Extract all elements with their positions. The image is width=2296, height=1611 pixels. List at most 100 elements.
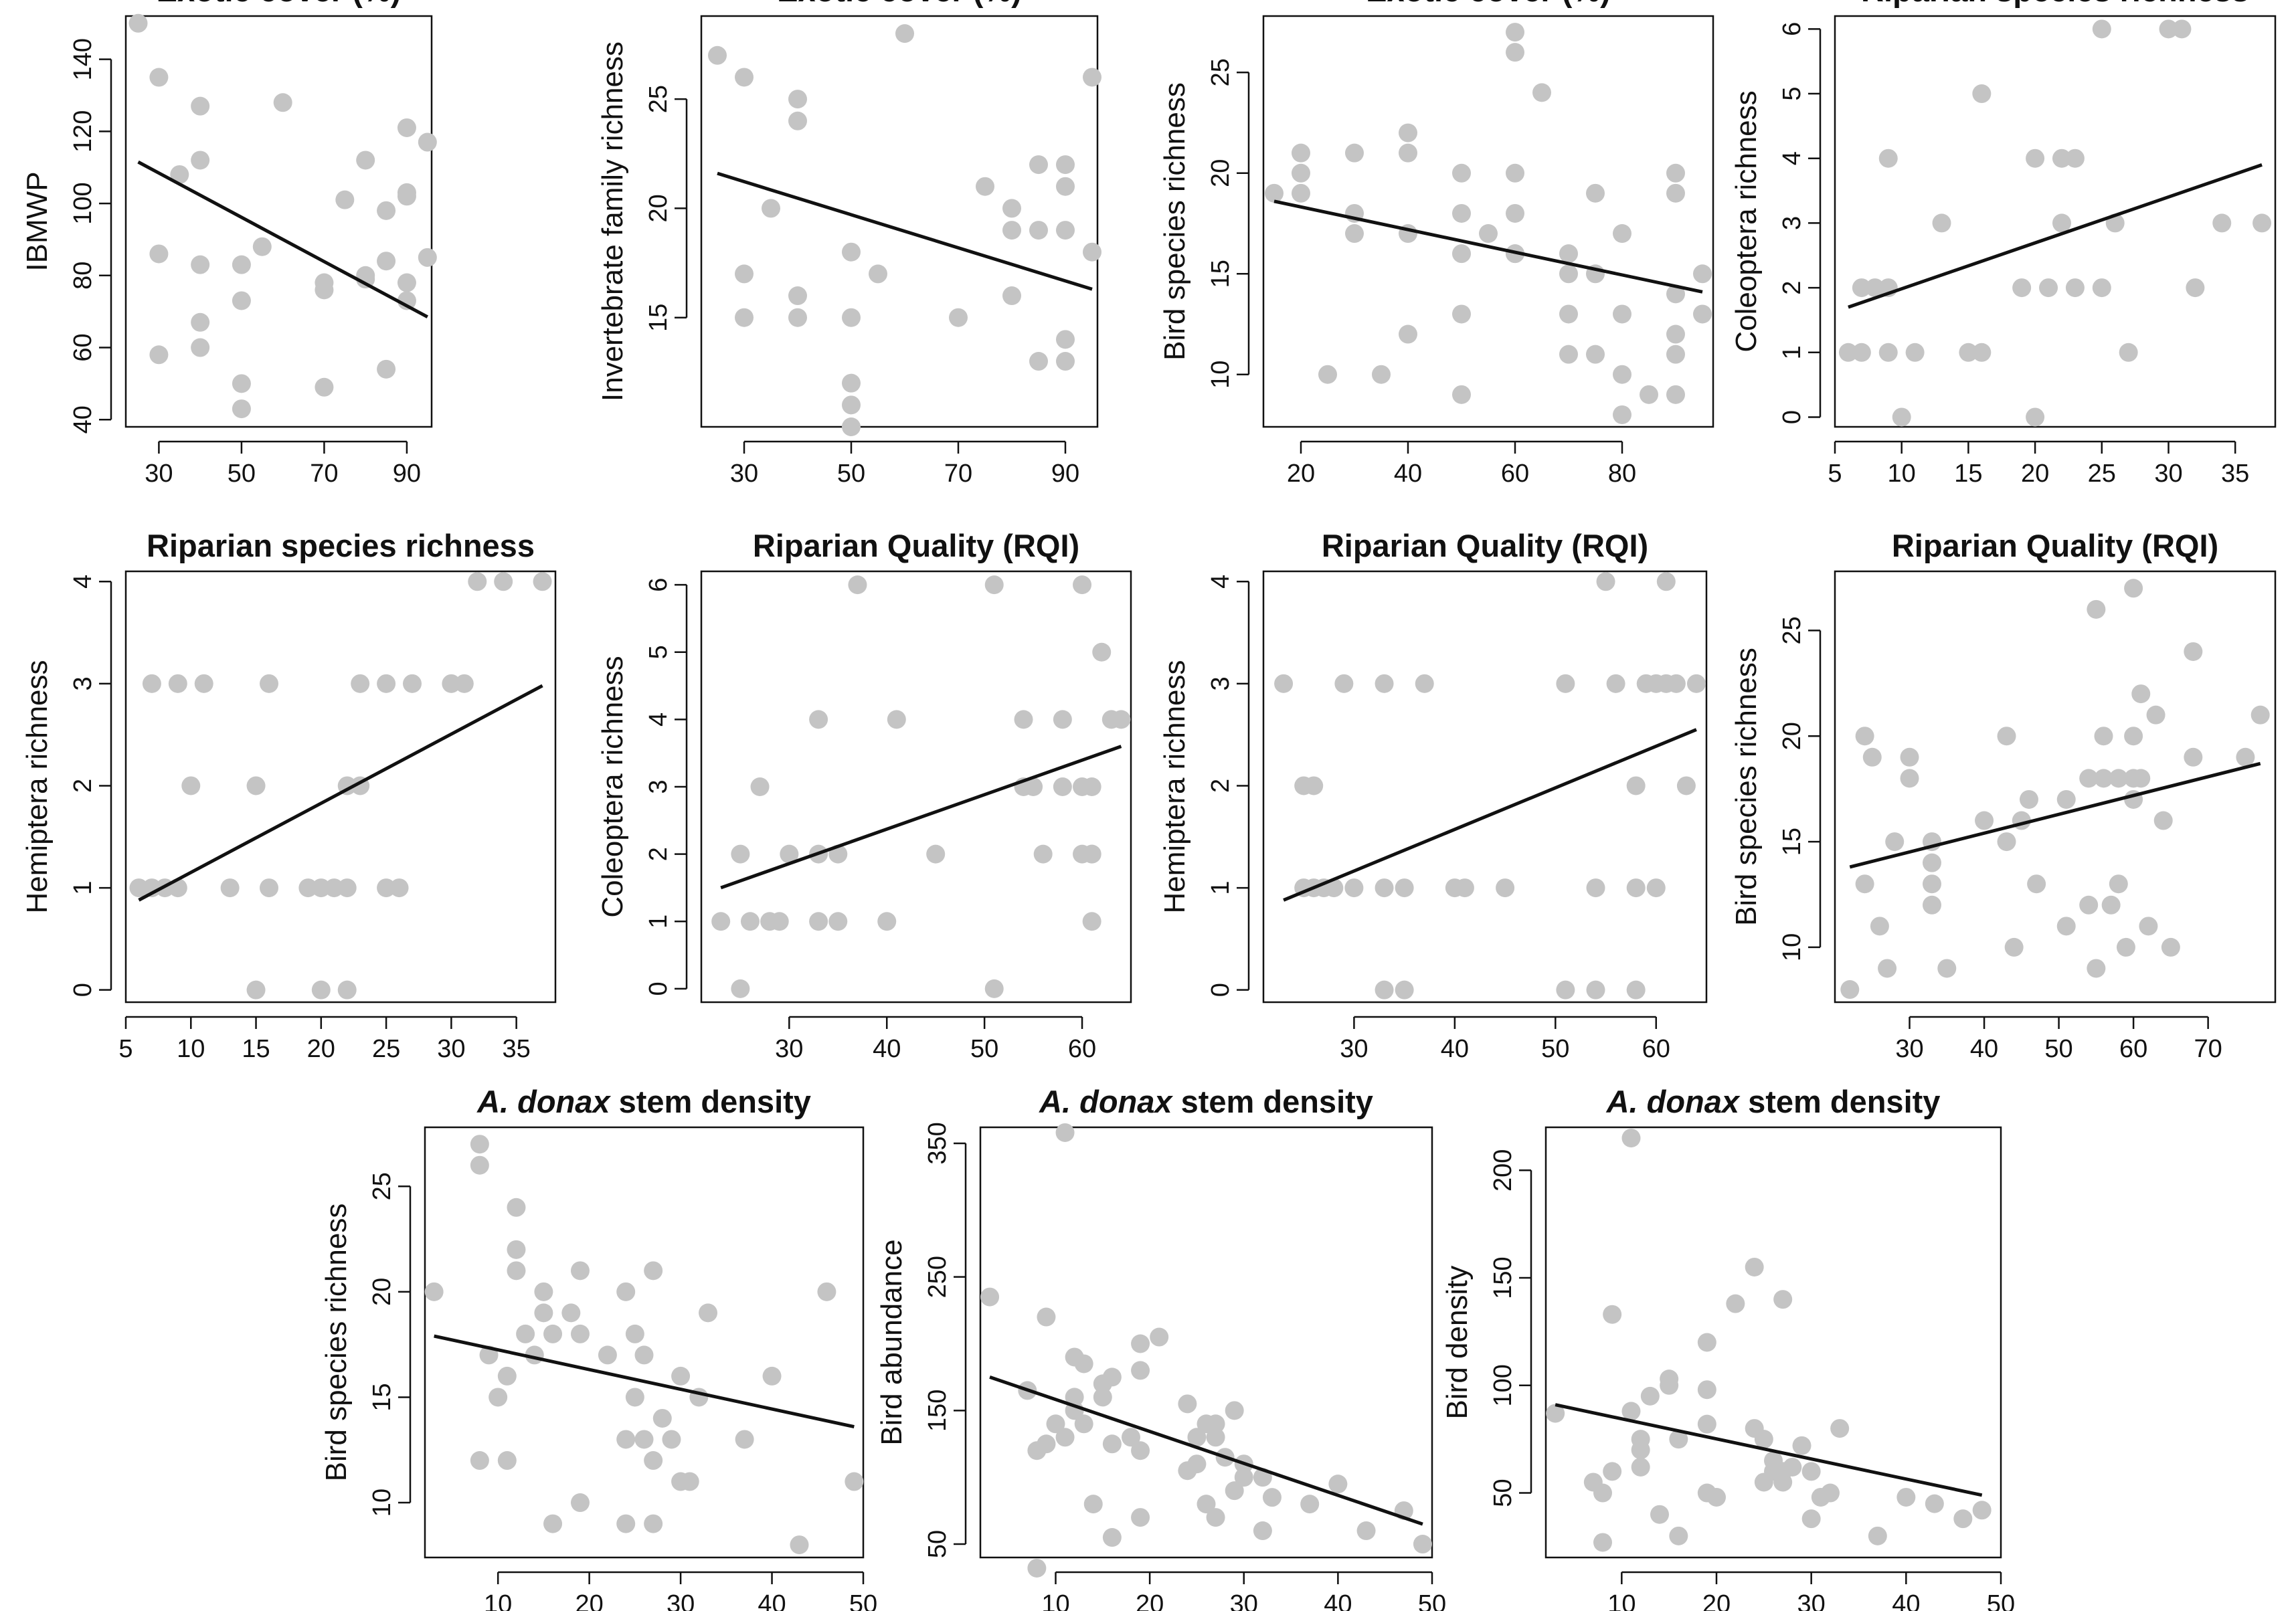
panel-donax-vs-bird-richness-x-tick-label: 50 [849, 1590, 877, 1611]
panel-donax-vs-bird-abundance-x-tick-label: 50 [1418, 1590, 1446, 1611]
panel-exotic-vs-invertebrate-point [842, 395, 861, 415]
panel-exotic-vs-bird-richness-point [1372, 365, 1391, 384]
panel-donax-vs-bird-richness-point [497, 1366, 517, 1386]
panel-donax-vs-bird-density-point [1953, 1509, 1973, 1529]
panel-rqi-vs-bird-richness-point [1862, 747, 1882, 767]
panel-rqi-vs-hemiptera-point [1344, 878, 1364, 898]
panel-donax-vs-bird-abundance-point [1037, 1307, 1056, 1327]
panel-riparian-vs-hemiptera-y-tick-label: 1 [69, 881, 97, 895]
panel-exotic-vs-invertebrate-point [735, 68, 754, 87]
panel-donax-vs-bird-richness-x-tick-label: 30 [667, 1590, 695, 1611]
panel-riparian-vs-hemiptera-point [325, 878, 344, 898]
panel-rqi-vs-bird-richness-point [1997, 832, 2016, 852]
panel-donax-vs-bird-density-point [1745, 1257, 1764, 1276]
panel-exotic-vs-invertebrate-point [842, 308, 861, 327]
panel-exotic-vs-invertebrate-point [1056, 177, 1075, 196]
panel-exotic-vs-invertebrate-frame [700, 15, 1099, 428]
panel-rqi-vs-bird-richness-point [2087, 959, 2106, 978]
panel-rqi-vs-hemiptera-point [1556, 980, 1575, 1000]
panel-riparian-vs-hemiptera-x-tick-label: 10 [177, 1035, 205, 1063]
panel-donax-vs-bird-abundance-point [1300, 1495, 1320, 1514]
panel-exotic-vs-ibmwp-point [191, 151, 210, 170]
panel-exotic-vs-ibmwp-point [191, 255, 210, 274]
panel-rqi-vs-hemiptera-point [1626, 878, 1646, 898]
panel-exotic-vs-bird-richness-point [1693, 264, 1712, 284]
panel-riparian-vs-coleoptera-point [2026, 149, 2045, 168]
panel-donax-vs-bird-abundance-point [1131, 1441, 1150, 1460]
panel-donax-vs-bird-richness-point [598, 1345, 617, 1365]
panel-rqi-vs-coleoptera-point [809, 912, 828, 931]
panel-exotic-vs-ibmwp-point [418, 248, 437, 267]
panel-donax-vs-bird-abundance-y-label: Bird abundance [875, 1239, 908, 1445]
panel-rqi-vs-bird-richness-point [1975, 811, 1994, 830]
panel-exotic-vs-invertebrate-point [788, 286, 807, 306]
panel-exotic-vs-ibmwp-point [356, 151, 375, 170]
panel-rqi-vs-bird-richness-point [2056, 917, 2076, 936]
panel-rqi-vs-bird-richness-x-tick-label: 50 [2044, 1035, 2072, 1063]
panel-rqi-vs-coleoptera-point [1082, 777, 1101, 796]
panel-exotic-vs-bird-richness-point [1559, 345, 1578, 364]
panel-donax-vs-bird-abundance-title-species: A. donax [1039, 1084, 1173, 1119]
panel-donax-vs-bird-abundance-point [1131, 1334, 1150, 1353]
panel-riparian-vs-hemiptera-point [494, 572, 513, 591]
panel-donax-vs-bird-density-y-tick-label: 50 [1489, 1479, 1517, 1507]
panel-donax-vs-bird-abundance-point [1102, 1528, 1122, 1547]
panel-exotic-vs-bird-richness-point [1479, 224, 1498, 244]
panel-donax-vs-bird-richness-point [644, 1261, 663, 1281]
panel-exotic-vs-bird-richness-point [1345, 143, 1364, 163]
panel-exotic-vs-ibmwp-title: Exotic cover (%) [157, 0, 402, 8]
panel-riparian-vs-coleoptera-point [2039, 278, 2058, 298]
panel-exotic-vs-invertebrate-point [949, 308, 968, 327]
panel-exotic-vs-invertebrate-point [869, 264, 887, 284]
panel-rqi-vs-bird-richness-y-tick-label: 20 [1778, 722, 1806, 750]
panel-exotic-vs-ibmwp-point [232, 255, 251, 274]
panel-donax-vs-bird-richness-point [516, 1324, 535, 1343]
panel-donax-vs-bird-richness-point [644, 1451, 663, 1471]
panel-riparian-vs-coleoptera-x-tick-label: 15 [1954, 460, 1982, 488]
panel-exotic-vs-invertebrate-point [1056, 221, 1075, 240]
panel-donax-vs-bird-density-title-species: A. donax [1606, 1084, 1741, 1119]
panel-rqi-vs-coleoptera: 30 40 50 60 0 1 2 3 4 5 6 Coleoptera richness Ripari… [596, 528, 1132, 1063]
panel-exotic-vs-bird-richness-point [1345, 224, 1364, 244]
panel-riparian-vs-hemiptera-point [181, 776, 201, 795]
panel-donax-vs-bird-richness-point [561, 1303, 581, 1323]
panel-exotic-vs-ibmwp-point [191, 312, 210, 332]
panel-exotic-vs-invertebrate-y-tick-label: 25 [644, 85, 673, 113]
panel-donax-vs-bird-abundance-x-tick-label: 20 [1136, 1590, 1164, 1611]
panel-exotic-vs-bird-richness-point [1506, 203, 1524, 223]
panel-rqi-vs-bird-richness-point [2131, 684, 2151, 704]
panel-riparian-vs-hemiptera-x-tick-label: 15 [242, 1035, 270, 1063]
panel-riparian-vs-coleoptera-point [1865, 278, 1884, 298]
panel-rqi-vs-coleoptera-point [1053, 777, 1072, 796]
panel-rqi-vs-coleoptera-point [828, 912, 848, 931]
panel-exotic-vs-invertebrate: 30 50 70 90 15 20 25 Invertebrate family richne… [596, 0, 1101, 488]
panel-exotic-vs-invertebrate-point [708, 45, 727, 65]
panel-rqi-vs-bird-richness-point [1937, 959, 1957, 978]
panel-riparian-vs-hemiptera-y-tick-label: 0 [69, 983, 97, 997]
panel-riparian-vs-coleoptera-point [2092, 19, 2111, 39]
panel-exotic-vs-ibmwp-point [273, 93, 292, 112]
panel-exotic-vs-bird-richness-point [1506, 23, 1524, 42]
panel-donax-vs-bird-abundance-regression-line [989, 1376, 1423, 1526]
panel-exotic-vs-ibmwp-point [232, 291, 251, 310]
panel-rqi-vs-coleoptera-point [1014, 710, 1033, 729]
panel-donax-vs-bird-density-point [1593, 1483, 1612, 1503]
panel-donax-vs-bird-density-y-tick-label: 150 [1489, 1256, 1517, 1299]
panel-exotic-vs-ibmwp-point [377, 252, 396, 271]
panel-rqi-vs-bird-richness-point [2019, 789, 2038, 809]
panel-riparian-vs-coleoptera-y-label: Coleoptera richness [1730, 90, 1763, 352]
panel-exotic-vs-ibmwp-point [418, 132, 437, 152]
panel-exotic-vs-bird-richness-point [1399, 324, 1417, 344]
panel-rqi-vs-coleoptera-point [1033, 844, 1053, 864]
panel-rqi-vs-bird-richness-point [2184, 747, 2203, 767]
panel-exotic-vs-ibmwp-point [149, 345, 169, 365]
panel-donax-vs-bird-density-point [1801, 1462, 1821, 1481]
panel-donax-vs-bird-density-point [1603, 1462, 1622, 1481]
panel-donax-vs-bird-density-point [1801, 1509, 1821, 1529]
panel-exotic-vs-invertebrate-point [895, 24, 914, 43]
panel-donax-vs-bird-density-point [1783, 1457, 1802, 1477]
panel-donax-vs-bird-density-point [1660, 1376, 1679, 1395]
panel-riparian-vs-coleoptera-point [2065, 278, 2085, 298]
panel-donax-vs-bird-abundance-point [1037, 1434, 1056, 1454]
panel-rqi-vs-hemiptera-y-tick-label: 3 [1207, 676, 1235, 690]
